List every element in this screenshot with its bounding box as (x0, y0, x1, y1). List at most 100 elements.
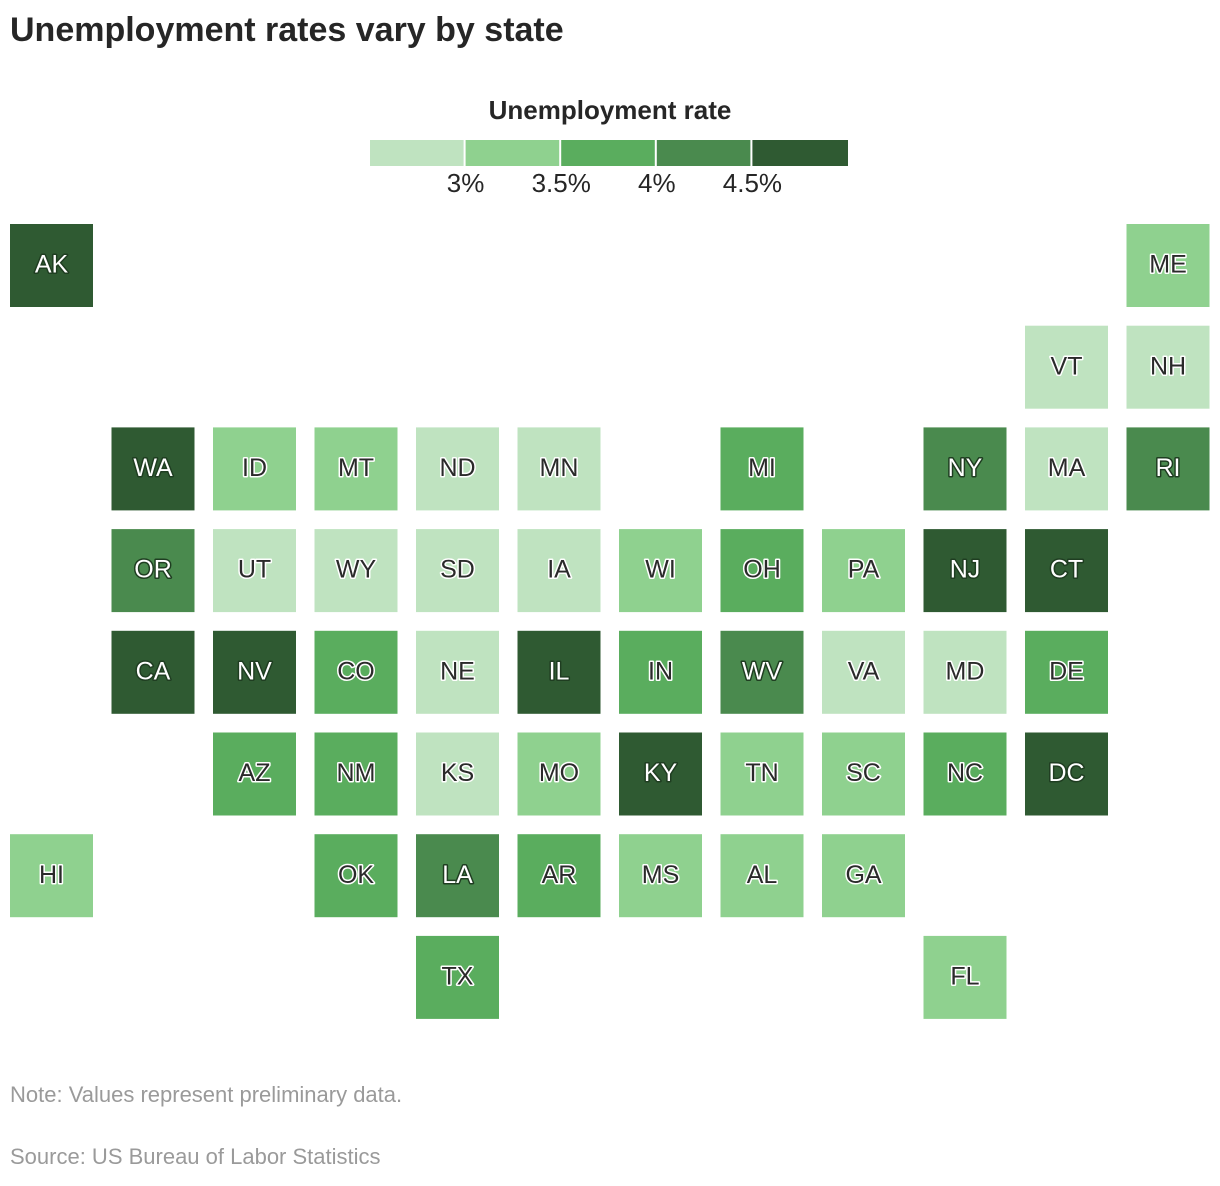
state-tile (923, 630, 1007, 714)
state-tile (923, 935, 1007, 1019)
state-tile (10, 834, 93, 918)
state-label: IA (547, 556, 571, 584)
state-label: ID (242, 454, 267, 482)
state-label: MD (946, 657, 985, 685)
state-tile (416, 529, 499, 613)
state-tile (1025, 325, 1108, 409)
state-tile (923, 732, 1007, 816)
state-tile (314, 529, 398, 613)
state-tile (416, 427, 499, 511)
state-tile (822, 630, 905, 714)
legend-swatch (465, 140, 560, 166)
state-label: IL (549, 657, 570, 685)
state-label: NM (337, 759, 376, 787)
state-tile (1126, 325, 1210, 409)
state-tile (416, 935, 499, 1019)
state-label: WI (645, 556, 676, 584)
legend-swatch (656, 140, 751, 166)
state-label: RI (1156, 454, 1181, 482)
state-tile (619, 529, 702, 613)
state-tile (517, 630, 601, 714)
state-tile (720, 732, 804, 816)
state-label: MN (540, 454, 579, 482)
state-tile (1126, 427, 1210, 511)
state-tile (1126, 224, 1210, 307)
state-tile (1025, 529, 1108, 613)
state-label: IN (648, 657, 673, 685)
state-tile (416, 732, 499, 816)
state-tile (213, 529, 296, 613)
state-tile (111, 427, 195, 511)
state-label: CO (337, 657, 375, 685)
legend-tick-label: 4.5% (723, 168, 782, 198)
legend-swatch (752, 140, 848, 166)
legend-tick-label: 4% (638, 168, 676, 198)
state-tile (517, 834, 601, 918)
state-label: MA (1048, 454, 1086, 482)
state-tile (720, 529, 804, 613)
state-tile (10, 224, 93, 307)
state-tile (619, 630, 702, 714)
state-label: NE (440, 657, 475, 685)
legend-tick-label: 3.5% (532, 168, 591, 198)
state-label: MS (642, 861, 680, 889)
state-label: NJ (950, 556, 981, 584)
state-label: MI (748, 454, 776, 482)
state-tile (822, 732, 905, 816)
source: Source: US Bureau of Labor Statistics (10, 1144, 381, 1169)
state-label: TX (442, 963, 474, 991)
state-label: WA (133, 454, 173, 482)
state-tile (720, 427, 804, 511)
state-tile (720, 834, 804, 918)
state-label: AZ (239, 759, 271, 787)
state-tile (923, 427, 1007, 511)
state-label: VT (1051, 352, 1083, 380)
state-tile (416, 630, 499, 714)
state-label: AK (35, 251, 69, 279)
state-tile (1025, 427, 1108, 511)
state-tile (517, 529, 601, 613)
state-tile (517, 732, 601, 816)
state-tile (314, 732, 398, 816)
state-label: HI (39, 861, 64, 889)
state-label: MO (539, 759, 579, 787)
state-label: NY (948, 454, 983, 482)
state-label: CT (1050, 556, 1083, 584)
state-label: PA (848, 556, 880, 584)
state-label: MT (338, 454, 374, 482)
state-label: TN (745, 759, 778, 787)
state-tile (213, 427, 296, 511)
state-label: ND (439, 454, 475, 482)
legend-swatch (370, 140, 464, 166)
state-tile (1025, 630, 1108, 714)
state-tile (619, 732, 702, 816)
state-label: SC (846, 759, 881, 787)
state-tile (314, 427, 398, 511)
state-tile (213, 630, 296, 714)
state-tile (822, 529, 905, 613)
state-label: DE (1049, 657, 1084, 685)
state-tile (619, 834, 702, 918)
state-label: NV (237, 657, 272, 685)
state-label: UT (238, 556, 271, 584)
state-tile (314, 834, 398, 918)
state-label: AL (747, 861, 778, 889)
state-label: OK (338, 861, 374, 889)
state-label: ME (1149, 251, 1187, 279)
state-label: NC (947, 759, 983, 787)
state-tile (213, 732, 296, 816)
legend-tick-label: 3% (447, 168, 485, 198)
legend-swatch (561, 140, 655, 166)
state-tile (111, 630, 195, 714)
state-label: LA (442, 861, 473, 889)
state-tile (517, 427, 601, 511)
state-tile (314, 630, 398, 714)
state-label: OH (743, 556, 781, 584)
state-label: WV (742, 657, 783, 685)
state-tile (1025, 732, 1108, 816)
state-label: KS (441, 759, 474, 787)
note: Note: Values represent preliminary data. (10, 1082, 402, 1107)
state-label: OR (134, 556, 172, 584)
state-label: WY (336, 556, 377, 584)
